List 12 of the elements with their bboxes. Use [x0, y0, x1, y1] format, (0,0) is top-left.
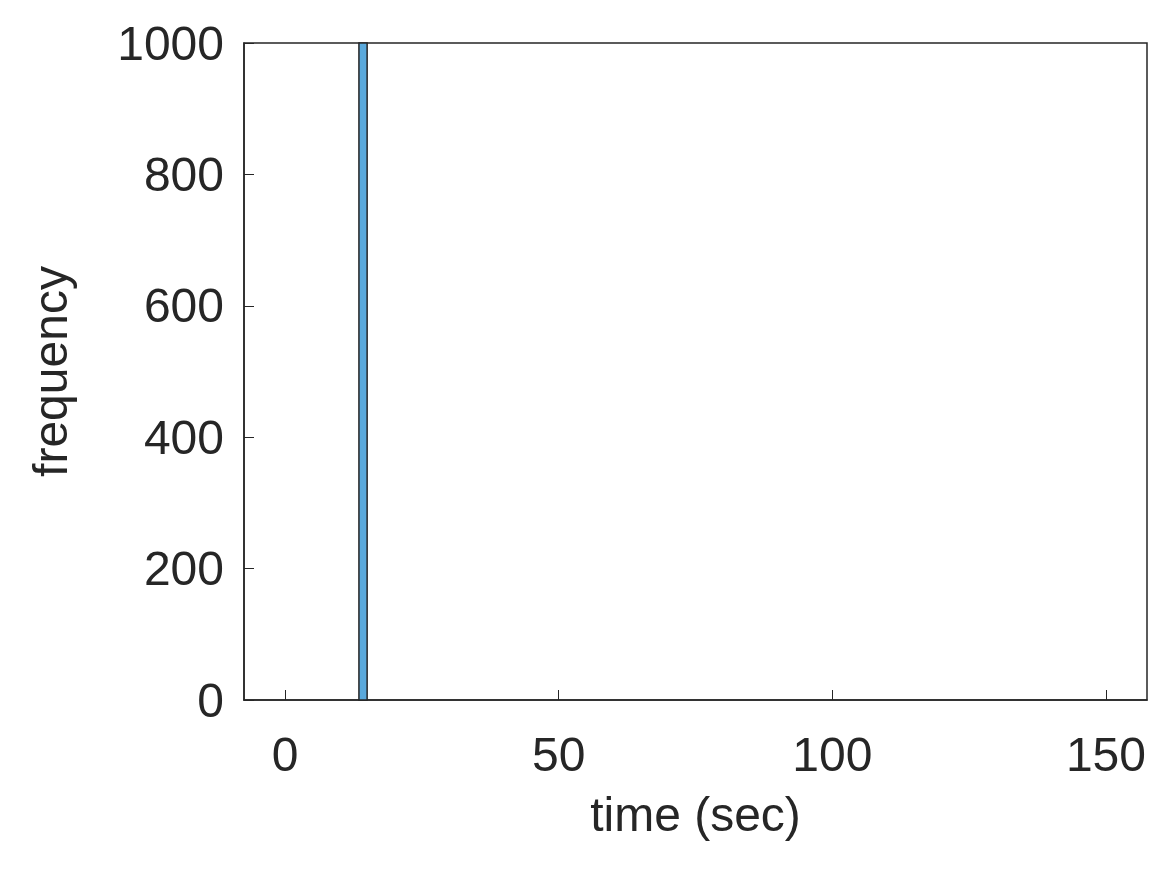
y-axis-title: frequency: [23, 266, 77, 477]
x-tick-label: 100: [792, 727, 873, 781]
y-tick-label: 800: [143, 147, 224, 201]
x-tick-label: 150: [1065, 727, 1146, 781]
x-tick-label: 0: [271, 727, 299, 781]
y-tick-label: 200: [143, 542, 224, 596]
x-axis-title: time (sec): [590, 787, 801, 841]
y-tick-label: 0: [197, 673, 224, 727]
y-tick-label: 600: [143, 279, 224, 333]
y-tick-label: 1000: [117, 16, 224, 70]
y-tick-label: 400: [143, 410, 224, 464]
x-tick-label: 50: [531, 727, 586, 781]
